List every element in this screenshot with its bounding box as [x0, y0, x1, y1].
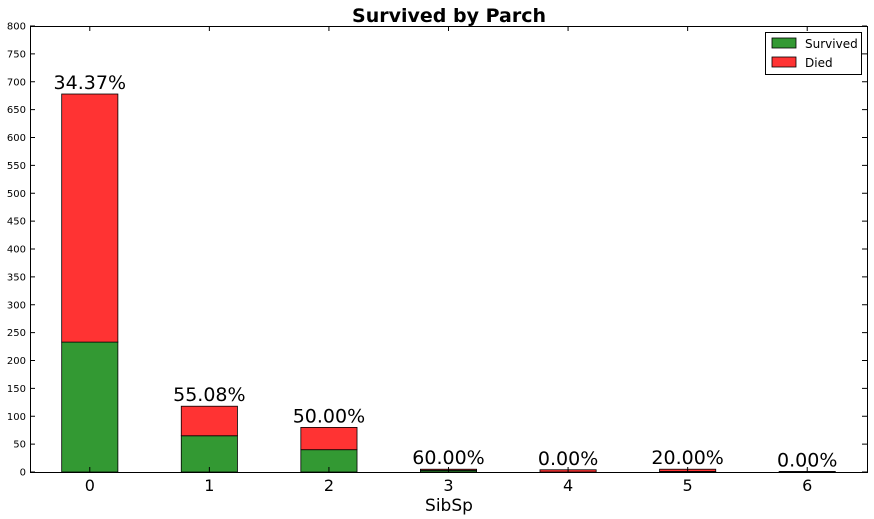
y-tick-label-12: 600: [7, 133, 26, 144]
x-tick-label-5: 5: [683, 476, 693, 495]
y-tick-label-5: 250: [7, 328, 26, 339]
y-tick-label-10: 500: [7, 189, 26, 200]
bar-died-1: [180, 405, 238, 437]
bar-survived-1: [180, 435, 238, 473]
legend-swatch-died: [771, 56, 797, 68]
x-tick-label-4: 4: [563, 476, 573, 495]
plot-frame: [30, 26, 868, 473]
x-tick-label-3: 3: [443, 476, 453, 495]
legend-label-survived: Survived: [805, 37, 858, 51]
y-tick-label-11: 550: [7, 161, 26, 172]
data-label-6: 0.00%: [777, 449, 837, 471]
data-label-2: 50.00%: [293, 405, 365, 427]
y-tick-label-4: 200: [7, 356, 26, 367]
legend: Survived Died: [765, 32, 862, 75]
legend-swatch-survived: [771, 37, 797, 49]
y-tick-label-9: 450: [7, 217, 26, 228]
y-tick-label-15: 750: [7, 49, 26, 60]
y-tick-label-6: 300: [7, 300, 26, 311]
data-label-5: 20.00%: [651, 447, 723, 469]
data-label-4: 0.00%: [538, 448, 598, 470]
chart-title: Survived by Parch: [352, 5, 546, 27]
y-tick-label-3: 150: [7, 384, 26, 395]
x-axis-label: SibSp: [425, 496, 473, 516]
y-tick-label-14: 700: [7, 77, 26, 88]
x-tick-label-2: 2: [324, 476, 334, 495]
x-tick-label-6: 6: [802, 476, 812, 495]
bar-died-2: [300, 426, 358, 451]
bar-died-0: [61, 93, 119, 343]
y-tick-label-16: 800: [7, 22, 26, 33]
bar-survived-0: [61, 341, 119, 473]
y-tick-label-0: 0: [20, 468, 26, 479]
y-tick-label-13: 650: [7, 105, 26, 116]
y-tick-label-1: 50: [13, 440, 26, 451]
data-label-0: 34.37%: [54, 72, 126, 94]
data-label-3: 60.00%: [412, 447, 484, 469]
y-tick-label-2: 100: [7, 412, 26, 423]
y-tick-label-8: 400: [7, 245, 26, 256]
x-tick-label-1: 1: [204, 476, 214, 495]
data-label-1: 55.08%: [173, 384, 245, 406]
x-tick-label-0: 0: [85, 476, 95, 495]
plot-area: 0501001502002503003504004505005506006507…: [7, 22, 867, 495]
legend-label-died: Died: [805, 56, 833, 70]
y-tick-label-7: 350: [7, 272, 26, 283]
